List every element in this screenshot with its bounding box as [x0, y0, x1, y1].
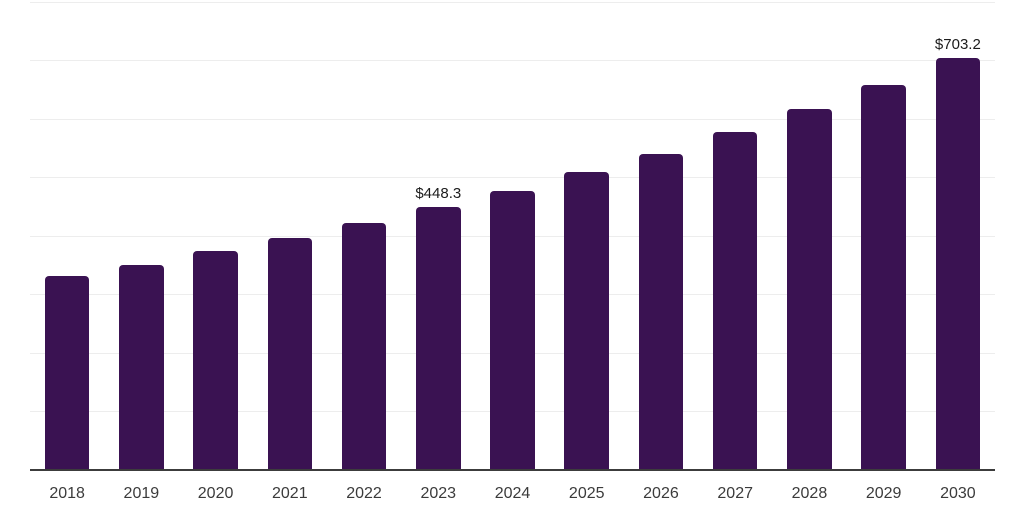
- bar-2023: [416, 207, 461, 470]
- bar-2018: [44, 276, 90, 470]
- x-tick-2029: 2029: [865, 485, 902, 502]
- value-label-2023: $448.3: [415, 184, 462, 202]
- bar-2019: [119, 264, 164, 470]
- gridline: [30, 60, 995, 62]
- x-tick-2025: 2025: [568, 485, 605, 502]
- value-label-2030: $703.2: [934, 35, 981, 53]
- bar-2020: [193, 251, 238, 470]
- gridline: [30, 1, 995, 3]
- x-tick-2026: 2026: [643, 485, 679, 502]
- x-tick-2021: 2021: [272, 485, 308, 502]
- bar-2026: [638, 153, 684, 470]
- bar-2030: [935, 58, 981, 470]
- bar-2021: [267, 237, 313, 470]
- x-tick-2024: 2024: [494, 485, 531, 502]
- bar-2027: [712, 132, 758, 470]
- gridline: [30, 118, 995, 120]
- bar-2028: [787, 109, 832, 470]
- bar-2022: [341, 223, 387, 470]
- bar-2029: [861, 84, 906, 470]
- x-tick-2023: 2023: [420, 485, 457, 502]
- bar-2025: [564, 172, 609, 470]
- gridline: [30, 177, 995, 179]
- x-tick-2028: 2028: [791, 485, 828, 502]
- x-tick-2022: 2022: [346, 485, 382, 502]
- x-tick-2020: 2020: [197, 485, 234, 502]
- x-axis-line: [30, 469, 995, 471]
- x-tick-2019: 2019: [123, 485, 160, 502]
- x-tick-2030: 2030: [940, 485, 976, 502]
- x-tick-2027: 2027: [717, 485, 753, 502]
- bar-2024: [490, 190, 535, 470]
- x-tick-2018: 2018: [49, 485, 85, 502]
